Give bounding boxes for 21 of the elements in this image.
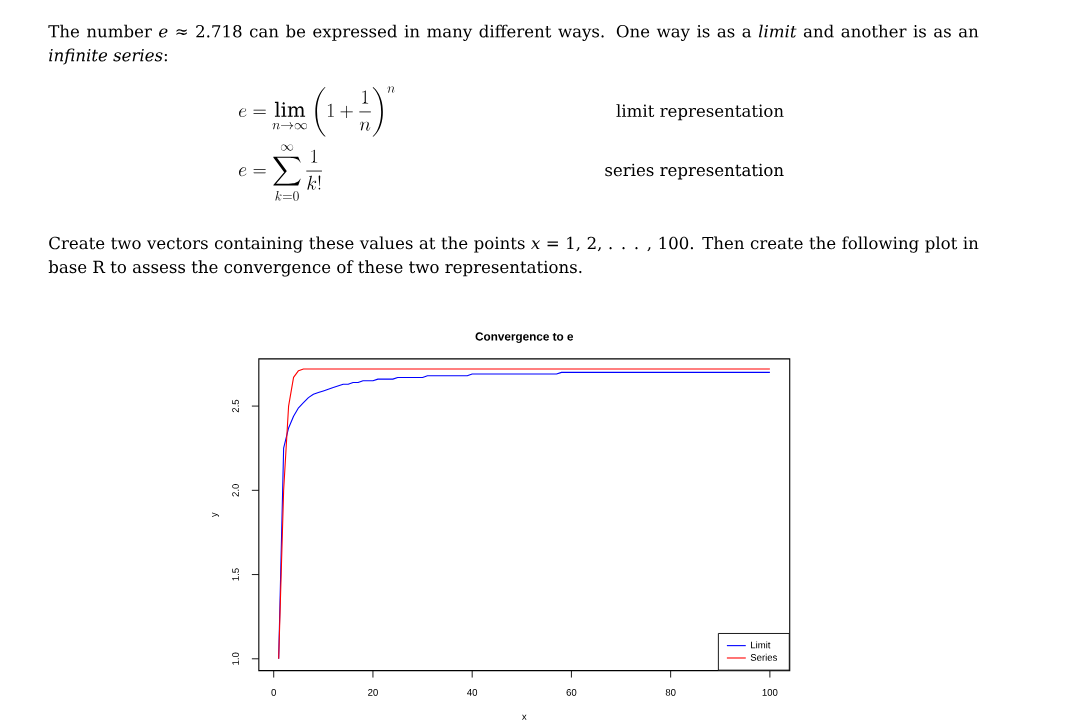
x-tick-label: 0 <box>271 689 276 696</box>
x-tick-label: 60 <box>566 689 577 696</box>
chart-title: Convergence to e <box>475 332 574 344</box>
y-tick-label: 1.0 <box>232 652 239 665</box>
text: limit representation <box>616 104 784 121</box>
x-tick-label: 80 <box>665 689 676 696</box>
x-tick-label: 100 <box>762 689 778 696</box>
text: Create two vectors containing these values at the points x = 1, 2, . . . , 100. Then create the following plot in base R to assess the convergence of these two representations. <box>48 236 979 277</box>
legend-label: Limit <box>751 641 771 649</box>
legend-label: Series <box>750 653 777 661</box>
y-axis-title: y <box>212 512 220 518</box>
text: The number e ≈ 2.718 can be expressed in many different ways. One way is as a limit and another is as an infinite series: <box>48 24 979 65</box>
x-axis-title: x <box>522 714 527 720</box>
x-tick-label: 20 <box>368 689 378 696</box>
x-tick-label: 40 <box>467 689 478 696</box>
text: $e = \sum_{k=0}^{\infty} \frac{1}{k!}$ <box>239 144 322 201</box>
y-tick-label: 2.0 <box>232 484 239 497</box>
y-tick-label: 2.5 <box>232 399 239 413</box>
text: $e = \lim_{n \to \infty} \left(1 + \frac{1}{n}\right)^n$ <box>239 86 395 137</box>
text: series representation <box>605 163 784 180</box>
y-tick-label: 1.5 <box>232 568 239 581</box>
